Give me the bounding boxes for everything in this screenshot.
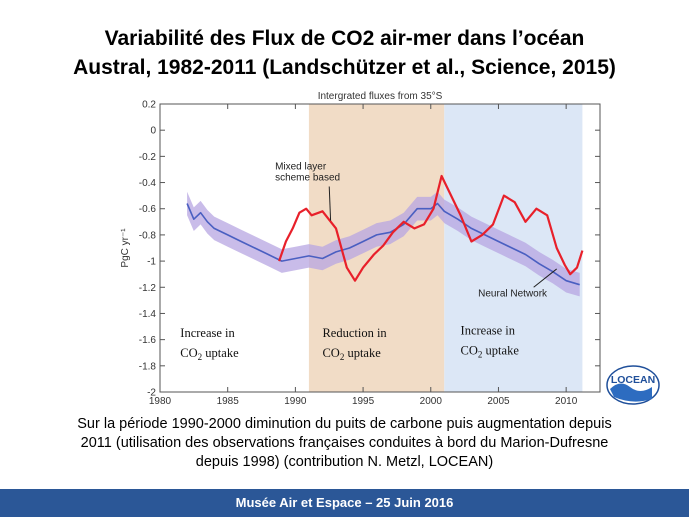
mixed-layer-pointer <box>328 186 332 221</box>
x-tick-label-0: 1980 <box>149 396 172 407</box>
y-tick-label-2: -0.2 <box>139 152 157 163</box>
x-tick-label-1: 1985 <box>217 396 240 407</box>
neural-network-pointer <box>533 268 557 288</box>
plot-frame <box>159 103 601 393</box>
annotation-reduction-line2: CO2 uptake <box>322 346 381 362</box>
x-tick-label-4: 2000 <box>420 396 443 407</box>
x-tick-label-6: 2010 <box>555 396 578 407</box>
chart-title: Intergrated fluxes from 35°S <box>318 91 443 102</box>
y-tick-label-11: -2 <box>147 388 156 399</box>
y-tick-label-9: -1.6 <box>139 335 157 346</box>
x-tick-label-5: 2005 <box>487 396 510 407</box>
neural-network-line <box>186 202 580 286</box>
caption-line2: 2011 (utilisation des observations franç… <box>80 435 609 451</box>
footer-text: Musée Air et Espace – 25 Juin 2016 <box>235 495 454 510</box>
y-tick-label-4: -0.6 <box>139 204 157 215</box>
caption-line1: Sur la période 1990-2000 diminution du p… <box>77 416 612 432</box>
y-tick-label-7: -1.2 <box>139 283 157 294</box>
caption: Sur la période 1990-2000 diminution du p… <box>20 415 669 472</box>
annotation-increase-early-line1: Increase in <box>180 326 235 340</box>
y-tick-label-6: -1 <box>147 257 156 268</box>
footer-bar: Musée Air et Espace – 25 Juin 2016 <box>0 489 689 517</box>
y-axis-label: PgC yr⁻¹ <box>120 228 131 268</box>
mixed-layer-line <box>278 174 584 282</box>
slide-title-line1: Variabilité des Flux de CO2 air-mer dans… <box>104 27 585 50</box>
logo-wave <box>610 383 652 402</box>
neural-network-label: Neural Network <box>478 288 548 299</box>
caption-line3: depuis 1998) (contribution N. Metzl, LOC… <box>195 454 494 470</box>
x-tick-label-2: 1990 <box>284 396 307 407</box>
y-tick-label-10: -1.8 <box>139 361 157 372</box>
y-tick-label-8: -1.4 <box>139 309 157 320</box>
y-tick-label-0: 0.2 <box>142 100 156 111</box>
mixed-layer-label-line1: Mixed layer <box>275 161 327 172</box>
y-tick-label-5: -0.8 <box>139 230 157 241</box>
y-tick-label-3: -0.4 <box>139 178 157 189</box>
annotation-increase-late-line1: Increase in <box>461 323 516 337</box>
annotation-reduction-line1: Reduction in <box>322 326 387 340</box>
locean-logo: LOCEAN <box>606 365 660 405</box>
annotation-increase-early-line2: CO2 uptake <box>180 346 239 362</box>
annotation-increase-late-line2: CO2 uptake <box>461 343 520 359</box>
y-tick-label-1: 0 <box>150 126 156 137</box>
x-tick-label-3: 1995 <box>352 396 375 407</box>
logo-text: LOCEAN <box>611 374 655 386</box>
mixed-layer-label-line2: scheme based <box>275 172 340 183</box>
slide-title-line2: Austral, 1982-2011 (Landschützer et al.,… <box>73 56 616 79</box>
slide-title: Variabilité des Flux de CO2 air-mer dans… <box>0 24 689 82</box>
